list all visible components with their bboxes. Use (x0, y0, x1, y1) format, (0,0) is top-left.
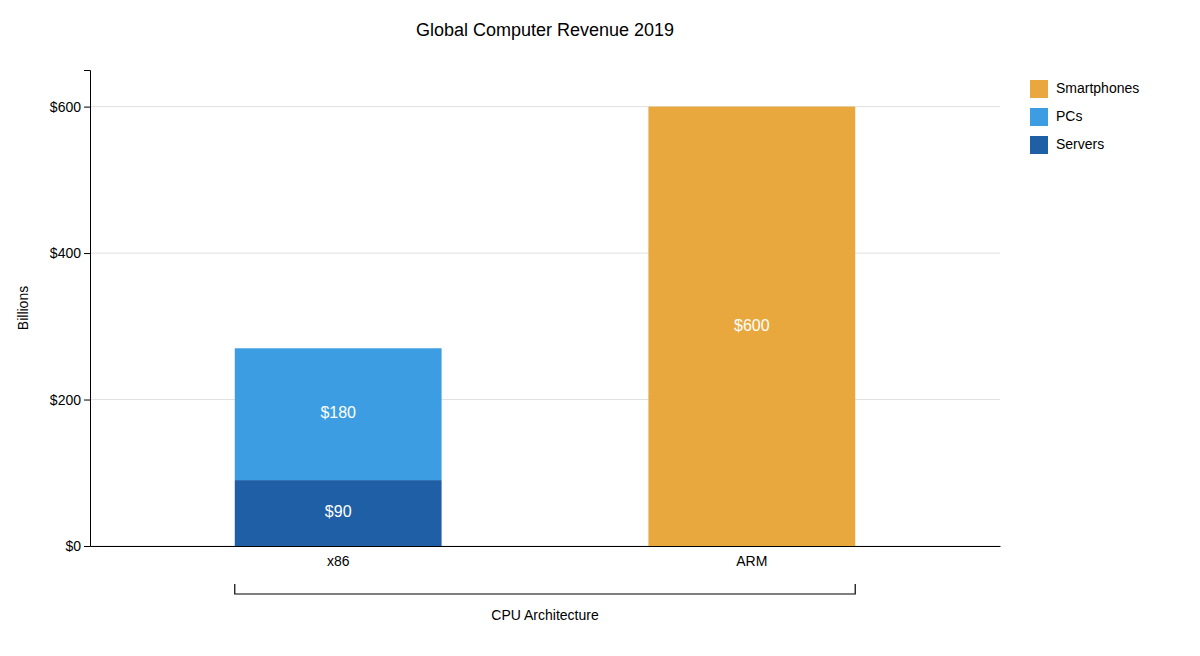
bar-segment (235, 348, 442, 349)
grid-line (90, 546, 1000, 547)
y-tick-label: $600 (50, 99, 81, 115)
title: Global Computer Revenue 2019 (416, 20, 674, 40)
data-label: $180 (320, 404, 356, 421)
x-axis-title: CPU Architecture (491, 607, 599, 623)
y-axis-line (84, 71, 91, 547)
x-tick-label: ARM (736, 553, 767, 569)
y-tick-mark (84, 400, 90, 401)
data-labels: $90 $180 $600 (320, 317, 769, 521)
y-tick: $600 (50, 99, 90, 115)
x-tick: x86 (327, 553, 350, 569)
bar-segment (648, 107, 855, 546)
grid-line (90, 253, 1000, 254)
grid-line (90, 106, 1000, 107)
y-tick-mark (84, 253, 90, 254)
bar-segment (235, 480, 442, 546)
y-tick: $0 (65, 538, 90, 554)
legend-swatch (1030, 80, 1048, 98)
y-tick-label: $400 (50, 245, 81, 261)
legend-label: Smartphones (1056, 80, 1139, 96)
bars (235, 107, 855, 546)
plot: $90 $180 $600 $0 $200 $400 $600 x86 ARM CPU Archi… (15, 71, 1001, 624)
y-axis-title: Billions (15, 286, 31, 330)
x-bracket (235, 584, 855, 594)
x-tick-label: x86 (327, 553, 350, 569)
x-axis-line (91, 546, 1001, 547)
grid-line (90, 399, 1000, 400)
legend-swatch (1030, 108, 1048, 126)
legend: Smartphones PCs Servers (1030, 80, 1139, 154)
legend-swatch (1030, 136, 1048, 154)
legend-label: Servers (1056, 136, 1104, 152)
legend-item: PCs (1030, 108, 1082, 126)
legend-item: Smartphones (1030, 80, 1139, 98)
y-tick-label: $200 (50, 392, 81, 408)
bracket-line (235, 584, 855, 594)
y-tick: $400 (50, 245, 90, 261)
data-label: $90 (325, 503, 352, 520)
legend-label: PCs (1056, 108, 1082, 124)
y-tick-label: $0 (65, 538, 81, 554)
x-axis: x86 ARM (91, 547, 1001, 569)
grid (90, 107, 1000, 546)
y-tick: $200 (50, 392, 90, 408)
x-tick: ARM (736, 553, 767, 569)
y-axis: $0 $200 $400 $600 (50, 71, 91, 554)
y-tick-mark (84, 546, 90, 547)
data-label: $600 (734, 317, 770, 334)
chart: $90 $180 $600 $0 $200 $400 $600 x86 ARM CPU Archi… (0, 0, 1200, 656)
bar-segment (235, 348, 442, 480)
y-tick-mark (84, 107, 90, 108)
legend-item: Servers (1030, 136, 1104, 154)
